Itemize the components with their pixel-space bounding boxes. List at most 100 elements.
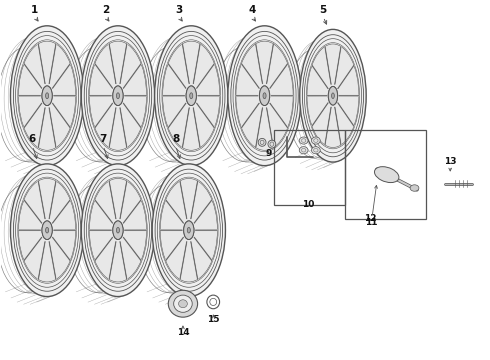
Text: 1: 1 [31,5,39,15]
Text: 5: 5 [319,5,327,15]
Polygon shape [196,63,215,89]
Text: 6: 6 [29,134,36,144]
Ellipse shape [46,228,49,233]
Bar [345,130,426,220]
Polygon shape [95,199,113,223]
Ellipse shape [173,295,192,312]
Polygon shape [52,63,70,89]
Polygon shape [163,95,185,96]
Polygon shape [338,65,354,89]
Polygon shape [49,181,56,219]
Polygon shape [109,108,116,148]
Polygon shape [182,108,189,148]
Polygon shape [193,44,200,84]
Ellipse shape [307,44,359,148]
Text: 7: 7 [99,134,107,144]
Ellipse shape [236,41,293,150]
Polygon shape [191,181,198,219]
Polygon shape [312,65,328,89]
Polygon shape [270,103,288,128]
Ellipse shape [42,221,52,239]
Polygon shape [89,95,111,96]
Ellipse shape [113,221,123,239]
Ellipse shape [263,93,266,99]
Ellipse shape [312,147,320,154]
Text: 8: 8 [172,134,179,144]
Ellipse shape [19,179,75,282]
Ellipse shape [299,147,308,154]
Polygon shape [52,103,70,128]
Ellipse shape [184,221,194,239]
Polygon shape [198,95,220,96]
Text: 2: 2 [102,5,109,15]
Polygon shape [242,63,259,89]
Polygon shape [120,108,127,148]
Polygon shape [271,95,293,96]
Ellipse shape [328,86,338,105]
Ellipse shape [328,86,338,105]
Ellipse shape [186,86,196,105]
Polygon shape [267,44,273,84]
Polygon shape [307,95,327,96]
Polygon shape [54,95,75,96]
Text: 15: 15 [207,315,220,324]
Text: 14: 14 [176,328,189,337]
Polygon shape [123,103,141,128]
Polygon shape [270,63,288,89]
Polygon shape [123,63,141,89]
Polygon shape [335,107,341,145]
Ellipse shape [258,138,266,146]
Ellipse shape [117,93,120,99]
Polygon shape [335,46,341,84]
Ellipse shape [113,86,123,105]
Ellipse shape [42,221,52,239]
Polygon shape [339,95,359,96]
Text: 12: 12 [364,214,376,223]
Polygon shape [24,103,42,128]
Polygon shape [38,181,45,219]
Ellipse shape [81,26,155,166]
Ellipse shape [259,86,270,105]
Ellipse shape [168,290,197,317]
Text: 10: 10 [302,200,315,209]
Polygon shape [38,242,45,279]
Polygon shape [166,237,183,261]
Ellipse shape [299,137,308,144]
Polygon shape [123,199,141,223]
Ellipse shape [160,179,218,282]
Polygon shape [242,103,259,128]
Polygon shape [49,108,56,148]
Ellipse shape [186,86,196,105]
Polygon shape [95,237,113,261]
Ellipse shape [259,86,270,105]
Ellipse shape [89,179,147,282]
Polygon shape [49,242,56,279]
Polygon shape [49,44,56,84]
Polygon shape [256,108,263,148]
Text: 13: 13 [444,157,457,166]
Polygon shape [168,63,186,89]
Polygon shape [325,107,331,145]
Text: 9: 9 [265,149,271,158]
Ellipse shape [374,167,399,183]
Ellipse shape [89,41,147,150]
Polygon shape [267,108,273,148]
Ellipse shape [10,164,84,297]
Polygon shape [24,199,42,223]
Ellipse shape [228,26,301,166]
Polygon shape [168,103,186,128]
Polygon shape [120,181,127,219]
Bar [274,130,345,205]
Ellipse shape [178,300,187,308]
Polygon shape [52,237,70,261]
Ellipse shape [42,86,52,105]
Polygon shape [124,95,147,96]
Polygon shape [338,103,354,126]
Text: 11: 11 [365,218,377,227]
Ellipse shape [113,221,123,239]
Ellipse shape [190,93,193,99]
Polygon shape [109,242,116,279]
Text: 3: 3 [175,5,183,15]
Polygon shape [194,237,212,261]
Ellipse shape [19,41,75,150]
